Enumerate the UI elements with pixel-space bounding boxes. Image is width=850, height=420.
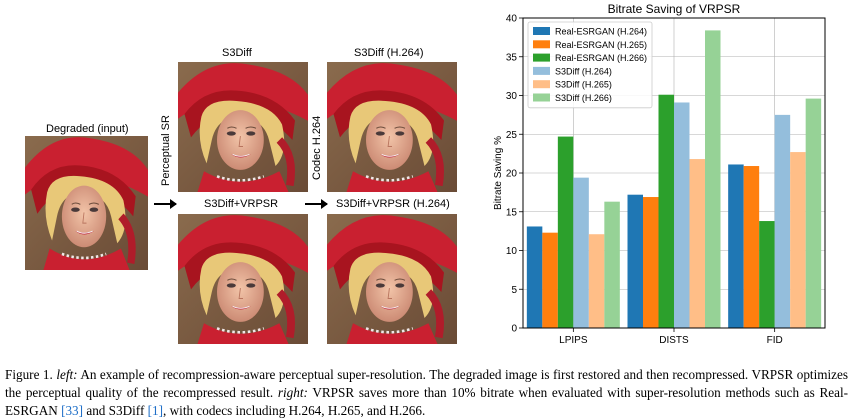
bar <box>604 201 620 328</box>
legend-label: Real-ESRGAN (H.266) <box>555 53 647 63</box>
arrow-codec <box>305 199 328 209</box>
bar <box>805 98 822 328</box>
caption-text-2: VRPSR saves more than 10% bitrate when e… <box>5 385 849 418</box>
x-tick-label: FID <box>767 335 783 346</box>
legend-label: S3Diff (H.264) <box>555 66 612 76</box>
legend-label: S3Diff (H.266) <box>555 93 612 103</box>
caption-text-3: and S3Diff <box>83 403 148 418</box>
degraded-label: Degraded (input) <box>46 123 129 135</box>
bar <box>674 102 690 328</box>
perceptual-sr-label: Perceptual SR <box>160 115 172 186</box>
bar <box>588 234 605 328</box>
legend-label: Real-ESRGAN (H.264) <box>555 27 647 37</box>
s3diff-vrpsr-h264-image <box>327 214 457 344</box>
bar <box>689 159 705 328</box>
legend-label: Real-ESRGAN (H.265) <box>555 40 647 50</box>
legend-swatch <box>533 27 550 35</box>
s3diff-vrpsr-label: S3Diff+VRPSR <box>204 198 279 210</box>
degraded-input-image <box>25 136 148 270</box>
bar <box>542 232 558 328</box>
s3diff-vrpsr-image <box>178 214 308 344</box>
x-tick-label: LPIPS <box>559 335 588 346</box>
bar <box>743 166 760 328</box>
s3diff-vrpsr-h264-label: S3Diff+VRPSR (H.264) <box>336 198 450 210</box>
legend-swatch <box>533 40 550 49</box>
y-tick-label: 40 <box>506 14 518 25</box>
chart-bars <box>526 30 822 329</box>
legend-box <box>527 21 653 109</box>
legend-label: S3Diff (H.265) <box>555 80 612 90</box>
s3diff-image <box>178 62 308 192</box>
bitrate-saving-chart: 0 5 10 15 20 25 30 35 40 LPIPS DISTS FID Bitrate S… <box>493 2 826 346</box>
chart-title: Bitrate Saving of VRPSR <box>608 2 741 16</box>
y-tick-label: 30 <box>506 91 518 102</box>
chart-legend: Real-ESRGAN (H.264) Real-ESRGAN (H.265) Re… <box>527 21 653 109</box>
caption-text-4: , with codecs including H.264, H.265, an… <box>163 403 426 418</box>
bar <box>627 194 643 328</box>
bar <box>526 226 543 328</box>
bar <box>759 221 775 328</box>
citation-link[interactable]: [1] <box>147 403 164 418</box>
x-tick-label: DISTS <box>659 335 689 346</box>
s3diff-label: S3Diff <box>222 47 252 59</box>
legend-swatch <box>533 93 550 102</box>
y-tick-label: 5 <box>511 285 517 296</box>
caption-text-1: An example of recompression-aware percep… <box>5 367 848 400</box>
y-ticks: 0 5 10 15 20 25 30 35 40 <box>506 14 523 335</box>
bar <box>790 152 806 328</box>
citation-link[interactable]: [33] <box>61 403 84 418</box>
bar <box>774 114 791 328</box>
y-tick-label: 25 <box>506 130 518 141</box>
bar <box>643 197 659 328</box>
y-tick-label: 10 <box>506 246 518 257</box>
x-ticks: LPIPS DISTS FID <box>559 328 783 346</box>
legend-swatch <box>533 80 550 89</box>
bar <box>573 177 589 328</box>
bar <box>557 136 574 328</box>
s3diff-h264-image <box>327 62 457 192</box>
y-tick-label: 15 <box>506 207 518 218</box>
legend-swatch <box>533 66 550 75</box>
caption-left-word: left: <box>56 367 78 382</box>
bar <box>705 30 721 329</box>
figure-caption: Figure 1. left: An example of recompress… <box>5 366 848 420</box>
s3diff-h264-label: S3Diff (H.264) <box>354 47 424 59</box>
legend-swatch <box>533 53 550 62</box>
caption-prefix: Figure 1. <box>5 367 53 382</box>
y-tick-label: 0 <box>511 324 517 335</box>
arrow-sr <box>154 199 177 209</box>
codec-h264-label: Codec H.264 <box>311 115 323 180</box>
bar <box>658 94 674 328</box>
y-tick-label: 20 <box>506 169 518 180</box>
y-tick-label: 35 <box>506 52 518 63</box>
caption-right-word: right: <box>277 385 308 400</box>
y-axis-label: Bitrate Saving % <box>493 136 504 210</box>
bar <box>728 164 744 328</box>
